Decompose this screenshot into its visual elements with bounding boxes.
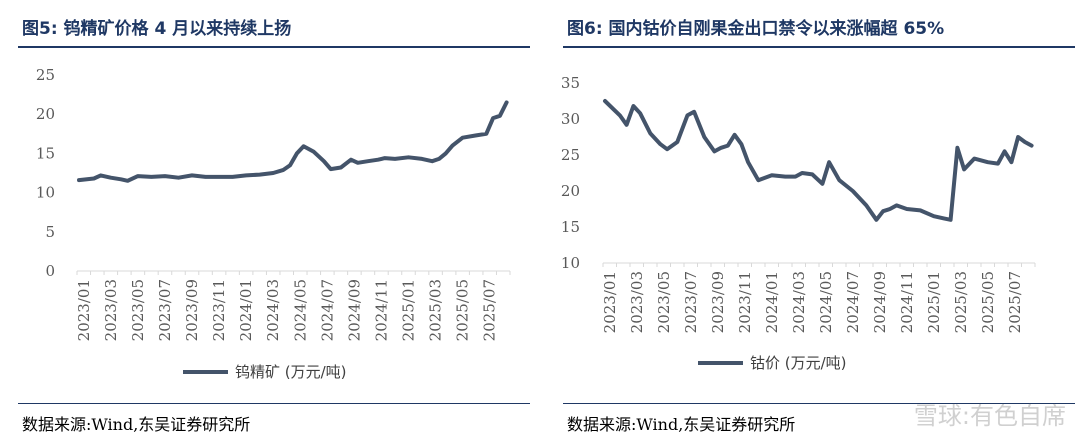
cobalt-price-chart: 10 15 20 25 30 35 2023/01 2023/03 2023/05 2023/07… — [561, 74, 1036, 372]
x-tick-label: 2023/07 — [682, 271, 700, 333]
x-tick-label: 2024/05 — [291, 279, 309, 341]
x-tick-label: 2024/07 — [844, 271, 862, 333]
y-tick-label: 5 — [45, 223, 55, 241]
figure-6-top-rule — [563, 46, 1075, 48]
y-tick-label: 0 — [45, 262, 55, 280]
x-tick-label: 2023/09 — [709, 271, 727, 333]
x-tick-label: 2024/09 — [871, 271, 889, 333]
y-tick-label: 30 — [561, 110, 580, 128]
x-tick-label: 2023/01 — [75, 279, 93, 341]
x-tick-label: 2024/03 — [790, 271, 808, 333]
tungsten-price-chart: 0 5 10 15 20 25 2023/01 2023/03 2023/05 2023/07 20… — [36, 66, 511, 381]
y-tick-label: 15 — [36, 144, 55, 162]
x-tick-label: 2025/05 — [454, 279, 472, 341]
series-line — [77, 100, 509, 183]
legend-label: 钨精矿 (万元/吨) — [235, 363, 347, 381]
figure-5-title: 图5: 钨精矿价格 4 月以来持续上扬 — [22, 19, 292, 39]
x-tick-label: 2023/11 — [736, 271, 754, 333]
legend-label: 钴价 (万元/吨) — [750, 354, 847, 372]
y-tick-label: 25 — [561, 146, 580, 164]
x-tick-label: 2024/09 — [345, 279, 363, 341]
x-tick-label: 2025/03 — [427, 279, 445, 341]
x-tick-label: 2023/07 — [156, 279, 174, 341]
figure-5-panel: 图5: 钨精矿价格 4 月以来持续上扬 0 5 10 15 20 25 2023/01 202… — [0, 0, 530, 445]
x-tick-label: 2023/03 — [628, 271, 646, 333]
y-tick-label: 35 — [561, 74, 580, 92]
figure-5-source: 数据来源:Wind,东吴证券研究所 — [22, 415, 251, 434]
x-tick-label: 2024/03 — [264, 279, 282, 341]
figure-5-top-rule — [18, 46, 530, 48]
x-tick-label: 2023/05 — [655, 271, 673, 333]
x-tick-label: 2024/05 — [817, 271, 835, 333]
y-tick-label: 10 — [561, 254, 580, 272]
y-tick-label: 20 — [36, 105, 55, 123]
x-tick-label: 2023/09 — [183, 279, 201, 341]
x-tick-label: 2025/01 — [400, 279, 418, 341]
x-tick-label: 2024/01 — [237, 279, 255, 341]
x-tick-label: 2025/03 — [952, 271, 970, 333]
figure-5-bottom-rule — [18, 403, 530, 404]
x-tick-label: 2024/11 — [898, 271, 916, 333]
series-line — [603, 99, 1034, 222]
watermark: 雪球:有色自席 — [913, 402, 1066, 430]
figure-6-title: 图6: 国内钴价自刚果金出口禁令以来涨幅超 65% — [567, 19, 945, 39]
y-tick-label: 15 — [561, 218, 580, 236]
figure-6-bottom-rule — [563, 403, 1075, 404]
x-tick-label: 2025/07 — [481, 279, 499, 341]
x-tick-label: 2024/07 — [318, 279, 336, 341]
y-tick-label: 20 — [561, 182, 580, 200]
x-tick-label: 2023/05 — [129, 279, 147, 341]
y-tick-label: 25 — [36, 66, 55, 84]
y-tick-label: 10 — [36, 184, 55, 202]
x-tick-label: 2024/01 — [763, 271, 781, 333]
x-tick-label: 2023/03 — [102, 279, 120, 341]
x-tick-label: 2025/07 — [1006, 271, 1024, 333]
x-tick-label: 2023/01 — [601, 271, 619, 333]
x-tick-label: 2023/11 — [210, 279, 228, 341]
figure-6-source: 数据来源:Wind,东吴证券研究所 — [567, 415, 796, 434]
figure-6-panel: 图6: 国内钴价自刚果金出口禁令以来涨幅超 65% 10 15 20 25 30 35 20… — [545, 0, 1075, 445]
x-tick-label: 2025/01 — [925, 271, 943, 333]
x-tick-label: 2025/05 — [979, 271, 997, 333]
x-tick-label: 2024/11 — [372, 279, 390, 341]
